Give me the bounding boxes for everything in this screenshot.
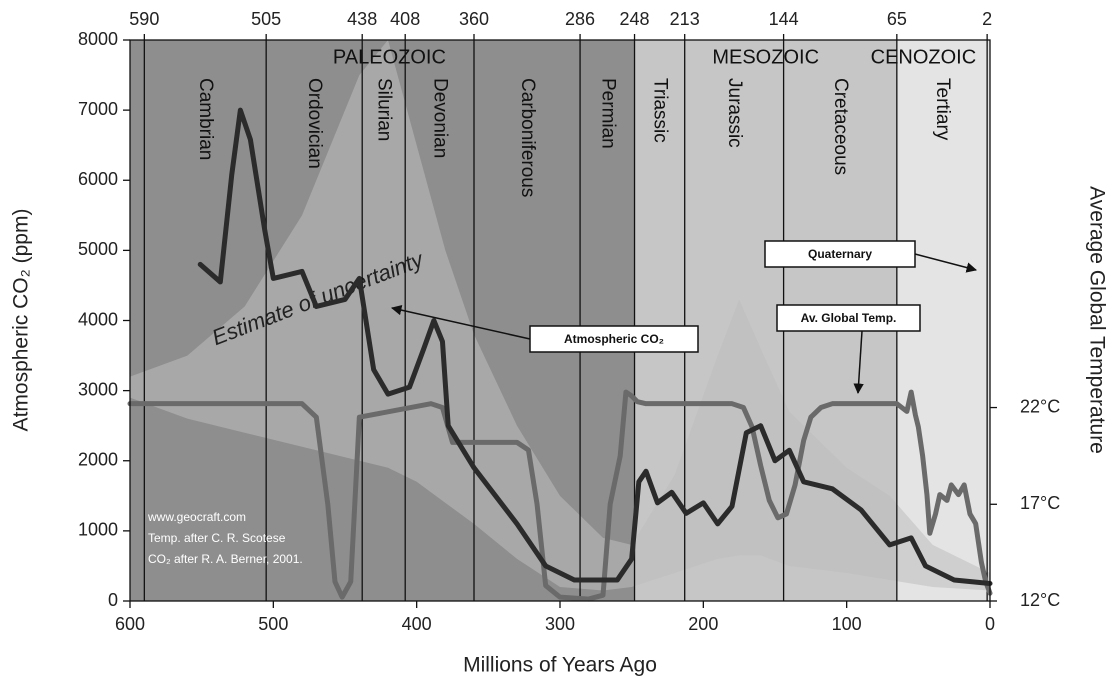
y-tick-label: 0: [108, 590, 118, 610]
x-tick-label: 500: [258, 614, 288, 634]
quaternary-annotation-box: [764, 240, 916, 268]
top-tick-label: 438: [347, 9, 377, 29]
period-label: Triassic: [650, 78, 671, 143]
y-tick-label: 6000: [78, 169, 118, 189]
top-tick-label: 360: [459, 9, 489, 29]
top-tick-label: 286: [565, 9, 595, 29]
temp-annotation: Av. Global Temp.: [801, 311, 897, 325]
data-line: [127, 389, 993, 602]
y2-tick-label: 12°C: [1020, 590, 1060, 610]
period-label: Cretaceous: [830, 78, 851, 175]
top-tick-label: 408: [390, 9, 420, 29]
annotation-arrow: [390, 304, 531, 340]
co2-annotation: Atmospheric CO₂: [564, 332, 664, 346]
uncertainty-band: [130, 40, 990, 591]
top-tick-label: 248: [620, 9, 650, 29]
period-label: Tertiary: [932, 78, 953, 141]
x-axis-label: Millions of Years Ago: [463, 654, 657, 677]
y-tick-label: 4000: [78, 309, 118, 329]
credit: www.geocraft.com: [147, 510, 246, 524]
top-tick-label: 144: [769, 9, 799, 29]
y2-axis-label: Average Global Temperature: [1085, 186, 1108, 454]
annotation-arrow: [914, 253, 978, 273]
y-tick-label: 5000: [78, 239, 118, 259]
data-line: [197, 107, 993, 586]
era-label: MESOZOIC: [712, 46, 819, 68]
y-tick-label: 1000: [78, 520, 118, 540]
period-label: Permian: [597, 78, 618, 149]
annotation-arrow: [853, 330, 864, 395]
period-label: Silurian: [374, 78, 395, 141]
temp-annotation-box: [776, 304, 921, 332]
y-axis-label: Atmospheric CO₂ (ppm): [10, 209, 33, 432]
y2-tick-label: 17°C: [1020, 493, 1060, 513]
period-label: Cambrian: [195, 78, 216, 160]
x-tick-label: 400: [402, 614, 432, 634]
y2-tick-label: 22°C: [1020, 396, 1060, 416]
x-tick-label: 200: [688, 614, 718, 634]
quaternary-annotation: Quaternary: [808, 247, 872, 261]
top-tick-label: 65: [887, 9, 907, 29]
period-label: Devonian: [430, 78, 451, 158]
credit: CO₂ after R. A. Berner, 2001.: [148, 552, 303, 566]
era-label: CENOZOIC: [871, 46, 977, 68]
top-tick-label: 505: [251, 9, 281, 29]
period-label: Jurassic: [724, 78, 745, 148]
x-tick-label: 600: [115, 614, 145, 634]
top-tick-label: 590: [129, 9, 159, 29]
period-label: Ordovician: [304, 78, 325, 169]
top-tick-label: 2: [982, 9, 992, 29]
x-tick-label: 300: [545, 614, 575, 634]
period-label: Carboniferous: [517, 78, 538, 197]
y-tick-label: 7000: [78, 99, 118, 119]
top-tick-label: 213: [670, 9, 700, 29]
x-tick-label: 0: [985, 614, 995, 634]
y-tick-label: 8000: [78, 29, 118, 49]
co2-annotation-box: [529, 325, 699, 353]
credit: Temp. after C. R. Scotese: [148, 531, 286, 545]
y-tick-label: 3000: [78, 379, 118, 399]
era-label: PALEOZOIC: [333, 46, 446, 68]
x-tick-label: 100: [832, 614, 862, 634]
y-tick-label: 2000: [78, 450, 118, 470]
